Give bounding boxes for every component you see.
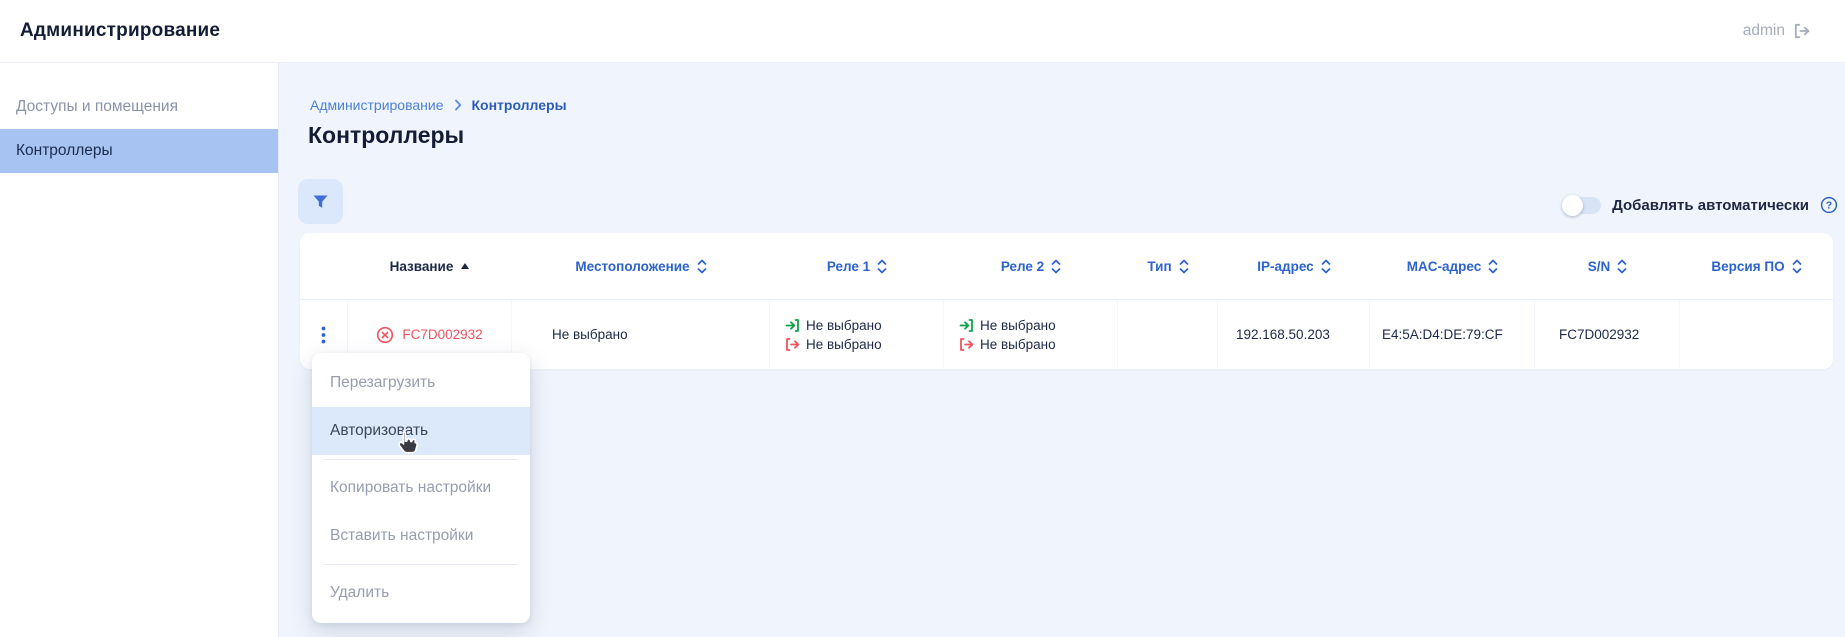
column-header-ip[interactable]: IP-адрес bbox=[1218, 233, 1370, 299]
auto-add-label: Добавлять автоматически bbox=[1612, 196, 1809, 214]
column-header-actions bbox=[300, 233, 348, 299]
controller-name: FC7D002932 bbox=[402, 327, 483, 342]
app-header: Администрирование admin bbox=[0, 0, 1845, 63]
column-header-location[interactable]: Местоположение bbox=[512, 233, 770, 299]
menu-divider bbox=[324, 459, 518, 460]
row-context-menu: Перезагрузить Авторизовать Копировать на… bbox=[312, 353, 530, 623]
username: admin bbox=[1742, 22, 1785, 39]
filter-button[interactable] bbox=[298, 179, 343, 224]
controllers-table: Название Местоположение Реле 1 Реле 2 bbox=[300, 233, 1833, 369]
sidebar-item-access-and-rooms[interactable]: Доступы и помещения bbox=[16, 98, 178, 115]
column-header-name[interactable]: Название bbox=[348, 233, 512, 299]
sort-icon bbox=[1792, 259, 1802, 274]
menu-item-delete[interactable]: Удалить bbox=[330, 584, 390, 601]
row-actions-kebab-icon[interactable] bbox=[300, 300, 348, 369]
ip-cell: 192.168.50.203 bbox=[1218, 300, 1370, 369]
page-title: Контроллеры bbox=[308, 122, 465, 148]
relay-output-icon bbox=[959, 337, 974, 352]
relay-input-icon bbox=[785, 318, 800, 333]
sort-icon bbox=[1488, 259, 1498, 274]
table-row: FC7D002932 Не выбрано Не выбрано bbox=[300, 299, 1833, 369]
column-header-relay2[interactable]: Реле 2 bbox=[944, 233, 1118, 299]
toggle-knob bbox=[1562, 194, 1584, 216]
menu-item-authorize[interactable]: Авторизовать bbox=[312, 407, 530, 455]
chevron-right-icon bbox=[454, 99, 462, 111]
content-area: Администрирование Контроллеры Контроллер… bbox=[280, 63, 1845, 637]
auto-add-toggle[interactable] bbox=[1562, 194, 1602, 216]
filter-funnel-icon bbox=[312, 194, 329, 210]
firmware-cell bbox=[1680, 300, 1833, 369]
breadcrumb-current: Контроллеры bbox=[471, 97, 567, 113]
column-header-mac[interactable]: MAC-адрес bbox=[1370, 233, 1535, 299]
menu-item-reboot[interactable]: Перезагрузить bbox=[330, 374, 436, 391]
sort-icon bbox=[1179, 259, 1189, 274]
sort-icon bbox=[697, 259, 707, 274]
sn-cell: FC7D002932 bbox=[1535, 300, 1680, 369]
controller-name-cell[interactable]: FC7D002932 bbox=[348, 300, 512, 369]
type-cell bbox=[1118, 300, 1218, 369]
sidebar: Доступы и помещения Контроллеры bbox=[0, 63, 279, 637]
logout-icon[interactable] bbox=[1793, 22, 1811, 40]
location-cell: Не выбрано bbox=[512, 300, 770, 369]
error-circle-x-icon bbox=[376, 326, 394, 344]
breadcrumb: Администрирование Контроллеры bbox=[310, 97, 567, 113]
user-menu[interactable]: admin bbox=[1743, 22, 1811, 40]
menu-item-copy-settings[interactable]: Копировать настройки bbox=[330, 479, 492, 496]
column-header-sn[interactable]: S/N bbox=[1535, 233, 1680, 299]
breadcrumb-link-administration[interactable]: Администрирование bbox=[310, 97, 444, 113]
relay1-cell: Не выбрано Не выбрано bbox=[770, 300, 944, 369]
relay-output-icon bbox=[785, 337, 800, 352]
relay2-cell: Не выбрано Не выбрано bbox=[944, 300, 1118, 369]
sort-icon bbox=[877, 259, 887, 274]
mac-cell: E4:5A:D4:DE:79:CF bbox=[1370, 300, 1535, 369]
sort-icon bbox=[1051, 259, 1061, 274]
column-header-relay1[interactable]: Реле 1 bbox=[770, 233, 944, 299]
sidebar-item-controllers[interactable]: Контроллеры bbox=[0, 129, 278, 173]
column-header-firmware[interactable]: Версия ПО bbox=[1680, 233, 1833, 299]
auto-add-control: Добавлять автоматически ? bbox=[1562, 194, 1838, 216]
column-header-type[interactable]: Тип bbox=[1118, 233, 1218, 299]
sort-icon bbox=[1617, 259, 1627, 274]
menu-item-paste-settings[interactable]: Вставить настройки bbox=[330, 527, 474, 544]
table-header-row: Название Местоположение Реле 1 Реле 2 bbox=[300, 233, 1833, 299]
menu-divider bbox=[324, 564, 518, 565]
svg-text:?: ? bbox=[1826, 200, 1832, 212]
sort-icon bbox=[1321, 259, 1331, 274]
sort-asc-icon bbox=[460, 262, 470, 270]
app-title: Администрирование bbox=[20, 20, 221, 41]
relay-input-icon bbox=[959, 318, 974, 333]
help-icon[interactable]: ? bbox=[1820, 196, 1838, 214]
